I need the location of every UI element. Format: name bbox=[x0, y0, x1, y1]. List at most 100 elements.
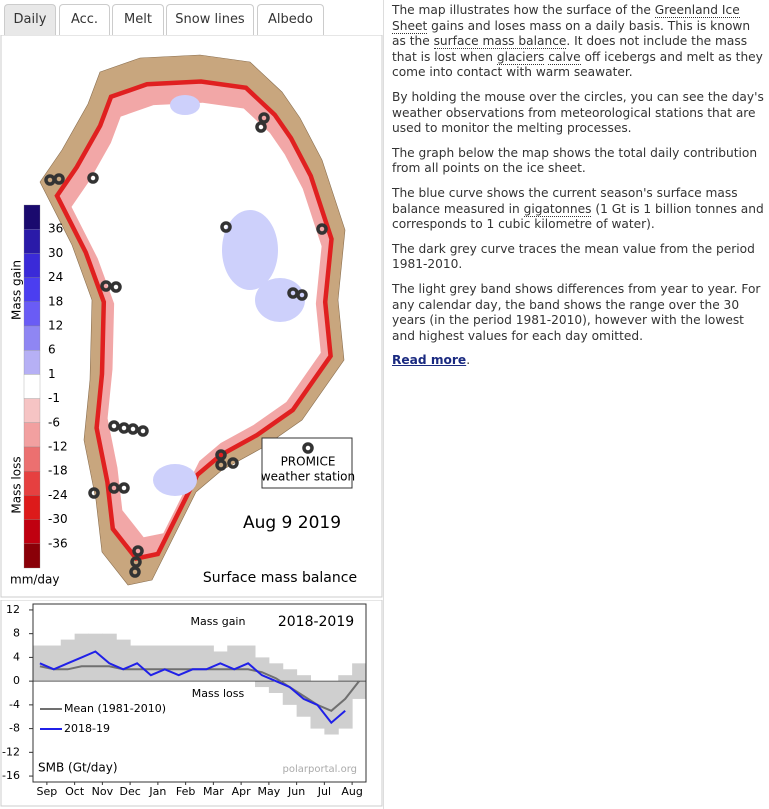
map-date: Aug 9 2019 bbox=[243, 513, 341, 533]
range-band bbox=[324, 681, 339, 735]
gain-area bbox=[255, 278, 305, 322]
colorbar-tick-label: 12 bbox=[48, 319, 63, 333]
station[interactable] bbox=[88, 487, 100, 499]
colorbar-band bbox=[23, 543, 41, 569]
y-tick-label: 12 bbox=[6, 603, 20, 616]
gain-area bbox=[153, 464, 197, 496]
station[interactable] bbox=[215, 449, 227, 461]
gain-area bbox=[222, 210, 278, 290]
x-tick-label: Jun bbox=[287, 785, 305, 798]
series-line bbox=[39, 650, 346, 725]
tab[interactable]: Acc. bbox=[59, 4, 110, 35]
link[interactable]: Greenland Ice Sheet bbox=[392, 3, 740, 34]
colorbar-band bbox=[23, 422, 41, 448]
colorbar-band bbox=[23, 350, 41, 375]
station-legend-label: PROMICE bbox=[281, 455, 336, 469]
tab[interactable]: Albedo bbox=[257, 4, 324, 35]
colorbar-loss-label: Mass loss bbox=[10, 456, 24, 513]
x-tick-label: May bbox=[258, 785, 281, 798]
x-tick-label: Mar bbox=[203, 785, 224, 798]
annotation: Mass loss bbox=[192, 687, 245, 700]
station[interactable] bbox=[129, 566, 141, 578]
x-tick-label: Jan bbox=[148, 785, 166, 798]
colorbar-tick-label: 18 bbox=[48, 294, 63, 308]
station[interactable] bbox=[127, 423, 139, 435]
y-tick-label: 0 bbox=[13, 674, 20, 687]
paragraph: The graph below the map shows the total … bbox=[392, 145, 758, 176]
colorbar-band bbox=[23, 301, 41, 327]
text: gains and loses mass on a daily basis. T… bbox=[392, 18, 751, 49]
text: . bbox=[466, 353, 471, 368]
station-legend-icon bbox=[302, 442, 314, 454]
colorbar-tick-label: -12 bbox=[48, 440, 68, 454]
range-band bbox=[338, 675, 353, 729]
station[interactable] bbox=[258, 112, 270, 124]
y-tick-label: 4 bbox=[13, 650, 20, 663]
station[interactable] bbox=[220, 221, 232, 233]
annotation: Mass gain bbox=[191, 615, 246, 628]
x-tick-label: Aug bbox=[341, 785, 362, 798]
chart: -16 -12 -8 -4 0 4 8 12 Sep Oct Nov Dec Jan Feb Mar Apr M… bbox=[0, 600, 383, 807]
station[interactable] bbox=[137, 425, 149, 437]
station[interactable] bbox=[255, 121, 267, 133]
read-more-link[interactable]: Read more bbox=[392, 353, 467, 368]
station[interactable] bbox=[100, 280, 112, 292]
colorbar-band bbox=[23, 471, 41, 496]
station[interactable] bbox=[110, 281, 122, 293]
text: The map illustrates how the surface of t… bbox=[392, 3, 655, 17]
colorbar-band bbox=[23, 374, 41, 399]
paragraph: By holding the mouse over the circles, y… bbox=[392, 89, 764, 136]
tab[interactable]: Snow lines bbox=[166, 4, 254, 35]
text: off icebergs and melt as they come into … bbox=[392, 49, 763, 80]
link[interactable]: glaciers bbox=[496, 49, 545, 65]
y-tick-label: -12 bbox=[2, 745, 20, 758]
map-title: Surface mass balance bbox=[203, 570, 357, 586]
colorbar-tick-label: 1 bbox=[48, 367, 56, 381]
colorbar-band bbox=[23, 325, 41, 351]
station[interactable] bbox=[108, 420, 120, 432]
colorbar-tick-label: 36 bbox=[48, 222, 63, 236]
station[interactable] bbox=[118, 482, 130, 494]
colorbar-tick-label: 6 bbox=[48, 343, 56, 357]
station[interactable] bbox=[215, 459, 227, 471]
link[interactable]: calve bbox=[548, 49, 581, 65]
left-panel: Daily Acc. Melt Snow lines Albedo bbox=[0, 0, 384, 809]
range-band bbox=[213, 651, 228, 682]
station[interactable] bbox=[53, 173, 65, 185]
range-band bbox=[116, 639, 131, 682]
station[interactable] bbox=[316, 223, 328, 235]
station[interactable] bbox=[108, 482, 120, 494]
link[interactable]: surface mass balance bbox=[433, 34, 567, 50]
y-tick-label: 8 bbox=[13, 627, 20, 640]
station[interactable] bbox=[87, 172, 99, 184]
colorbar-tick-label: -18 bbox=[48, 464, 68, 478]
paragraph: The dark grey curve traces the mean valu… bbox=[392, 241, 755, 272]
range-band bbox=[46, 645, 62, 682]
colorbar-tick-label: -1 bbox=[48, 391, 60, 405]
colorbar-tick-label: -6 bbox=[48, 415, 60, 429]
map: PROMICE weather station Aug 9 2019 Surfa… bbox=[0, 35, 383, 598]
range-band bbox=[102, 633, 117, 682]
link[interactable]: gigatonnes bbox=[523, 201, 592, 217]
station[interactable] bbox=[227, 457, 239, 469]
legend-label: 2018-19 bbox=[64, 722, 110, 735]
paragraph: The light grey band shows differences fr… bbox=[392, 281, 761, 343]
x-tick-label: Nov bbox=[92, 785, 114, 798]
credit: polarportal.org bbox=[283, 764, 357, 775]
station[interactable] bbox=[132, 545, 144, 557]
colorbar-unit: mm/day bbox=[10, 573, 60, 587]
station[interactable] bbox=[130, 556, 142, 568]
station-legend-box bbox=[261, 437, 353, 489]
station[interactable] bbox=[296, 289, 308, 301]
y-tick-label: -8 bbox=[9, 722, 20, 735]
plot-frame bbox=[32, 603, 367, 783]
greenland bbox=[39, 54, 346, 586]
tab[interactable]: Daily bbox=[4, 4, 56, 35]
colorbar-tick-label: -36 bbox=[48, 536, 68, 550]
x-tick-label: Sep bbox=[37, 785, 58, 798]
station-legend-label: weather station bbox=[261, 470, 355, 484]
tab[interactable]: Melt bbox=[112, 4, 164, 35]
y-tick-label: -4 bbox=[9, 698, 20, 711]
text: . It does not include the mass that is l… bbox=[392, 34, 748, 64]
colorbar-band bbox=[23, 398, 41, 423]
